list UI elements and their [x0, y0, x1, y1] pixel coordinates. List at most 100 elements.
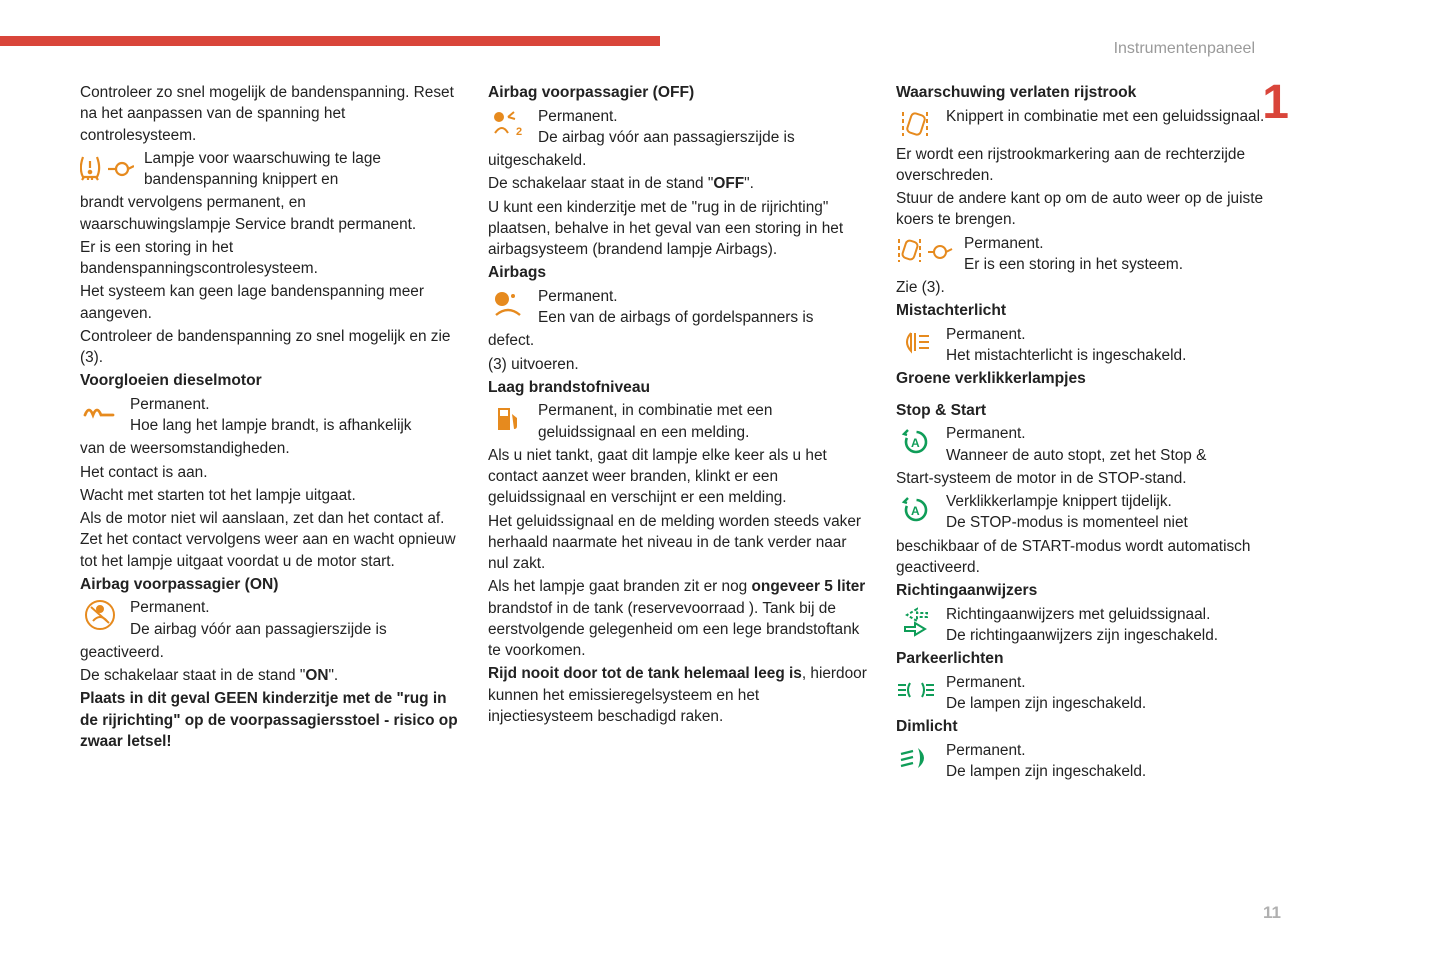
airbag-off-icon: 2	[488, 106, 528, 142]
fog-permanent: Permanent.	[946, 326, 1026, 343]
fuel-row: Permanent, in combinatie met een geluids…	[488, 400, 868, 443]
turn-text2: De richtingaanwijzers zijn ingeschakeld.	[946, 627, 1218, 644]
text-fragment: De schakelaar staat in de stand "	[80, 667, 305, 684]
turn-text1: Richtingaanwijzers met geluidssignaal.	[946, 606, 1210, 623]
airbag-on-warning: Plaats in dit geval GEEN kinderzitje met…	[80, 688, 460, 752]
tyre-pressure-row: Lampje voor waarschuwing te lage bandens…	[80, 148, 460, 191]
body-text: Controleer zo snel mogelijk de bandenspa…	[80, 82, 460, 146]
dim-heading: Dimlicht	[896, 716, 1276, 738]
stop-start-icon: A	[896, 423, 936, 459]
text-bold: OFF	[713, 175, 744, 192]
body-text: Er is een storing in het bandenspannings…	[80, 237, 460, 280]
lane-fault-row: Permanent. Er is een storing in het syst…	[896, 233, 1276, 276]
body-text: Zie (3).	[896, 277, 1276, 298]
ss-heading: Stop & Start	[896, 400, 1276, 422]
lane-fault-icon	[896, 233, 954, 269]
dim-row: Permanent. De lampen zijn ingeschakeld.	[896, 740, 1276, 783]
rear-fog-icon	[896, 324, 936, 360]
airbag-off-heading: Airbag voorpassagier (OFF)	[488, 82, 868, 104]
park-row: Permanent. De lampen zijn ingeschakeld.	[896, 672, 1276, 715]
stop-start-flash-icon: A	[896, 491, 936, 527]
airbag-icon	[488, 286, 528, 322]
header-bar	[0, 36, 660, 46]
body-text: Het systeem kan geen lage bandenspanning…	[80, 281, 460, 324]
lane-text: Knippert in combinatie met een geluidssi…	[946, 106, 1276, 127]
diesel-permanent: Permanent.	[130, 396, 210, 413]
text-bold: Plaats in dit geval GEEN kinderzitje met…	[80, 690, 458, 750]
fog-text: Het mistachterlicht is ingeschakeld.	[946, 347, 1186, 364]
park-heading: Parkeerlichten	[896, 648, 1276, 670]
diesel-row: Permanent. Hoe lang het lampje brandt, i…	[80, 394, 460, 437]
column-2: Airbag voorpassagier (OFF) 2 Permanent. …	[488, 82, 868, 784]
airbags-text: Een van de airbags of gordelspanners is	[538, 309, 814, 326]
fog-heading: Mistachterlicht	[896, 300, 1276, 322]
diesel-text: Hoe lang het lampje brandt, is afhankeli…	[130, 417, 411, 434]
body-text: De schakelaar staat in de stand "OFF".	[488, 173, 868, 194]
svg-text:2: 2	[516, 126, 522, 138]
body-text: Als het lampje gaat branden zit er nog o…	[488, 576, 868, 661]
text-fragment: ".	[744, 175, 754, 192]
svg-text:A: A	[911, 504, 920, 518]
body-text: Als de motor niet wil aanslaan, zet dan …	[80, 508, 460, 572]
body-text: uitgeschakeld.	[488, 150, 868, 171]
body-text: defect.	[488, 330, 868, 351]
ss-permanent: Permanent.	[946, 425, 1026, 442]
turn-signal-icon	[896, 604, 936, 640]
lane-permanent: Permanent.	[964, 235, 1044, 252]
turn-row: Richtingaanwijzers met geluidssignaal. D…	[896, 604, 1276, 647]
text-fragment: brandstof in de tank (reservevoorraad ).…	[488, 600, 859, 660]
diesel-preheat-icon	[80, 394, 120, 430]
airbag-off-permanent: Permanent.	[538, 108, 618, 125]
body-text: Rijd nooit door tot de tank helemaal lee…	[488, 663, 868, 727]
text-fragment: Als het lampje gaat branden zit er nog	[488, 578, 752, 595]
body-text: Er wordt een rijstrookmarkering aan de r…	[896, 144, 1276, 187]
body-text: Wacht met starten tot het lampje uitgaat…	[80, 485, 460, 506]
text-fragment: ".	[328, 667, 338, 684]
body-text: Als u niet tankt, gaat dit lampje elke k…	[488, 445, 868, 509]
fuel-icon	[488, 400, 528, 436]
ss-flash: Verklikkerlampje knippert tijdelijk.	[946, 493, 1172, 510]
body-text: geactiveerd.	[80, 642, 460, 663]
airbags-row: Permanent. Een van de airbags of gordels…	[488, 286, 868, 329]
diesel-heading: Voorgloeien dieselmotor	[80, 370, 460, 392]
body-text: Stuur de andere kant op om de auto weer …	[896, 188, 1276, 231]
column-3: Waarschuwing verlaten rijstrook Knippert…	[896, 82, 1276, 784]
airbag-on-permanent: Permanent.	[130, 599, 210, 616]
body-text: De schakelaar staat in de stand "ON".	[80, 665, 460, 686]
park-permanent: Permanent.	[946, 674, 1026, 691]
section-label: Instrumentenpaneel	[1114, 40, 1255, 58]
lane-departure-icon	[896, 106, 936, 142]
green-heading: Groene verklikkerlampjes	[896, 368, 1276, 390]
content-columns: Controleer zo snel mogelijk de bandenspa…	[80, 82, 1276, 784]
turn-heading: Richtingaanwijzers	[896, 580, 1276, 602]
text-bold: ongeveer 5 liter	[752, 578, 866, 595]
body-text: Het contact is aan.	[80, 462, 460, 483]
airbag-off-text: De airbag vóór aan passagierszijde is	[538, 129, 795, 146]
airbag-on-heading: Airbag voorpassagier (ON)	[80, 574, 460, 596]
fuel-permanent: Permanent, in combinatie met een geluids…	[538, 400, 868, 443]
page-number: 11	[1263, 903, 1281, 923]
airbag-on-icon	[80, 597, 120, 633]
tyre-pressure-text: Lampje voor waarschuwing te lage bandens…	[144, 148, 460, 191]
body-text: van de weersomstandigheden.	[80, 438, 460, 459]
dipped-beam-icon	[896, 740, 936, 776]
fog-row: Permanent. Het mistachterlicht is ingesc…	[896, 324, 1276, 367]
ss-row1: A Permanent. Wanneer de auto stopt, zet …	[896, 423, 1276, 466]
lane-heading: Waarschuwing verlaten rijstrook	[896, 82, 1276, 104]
body-text: beschikbaar of de START-modus wordt auto…	[896, 536, 1276, 579]
airbag-off-row: 2 Permanent. De airbag vóór aan passagie…	[488, 106, 868, 149]
body-text: Controleer de bandenspanning zo snel mog…	[80, 326, 460, 369]
body-text: brandt vervolgens permanent, en waarschu…	[80, 192, 460, 235]
column-1: Controleer zo snel mogelijk de bandenspa…	[80, 82, 460, 784]
body-text: U kunt een kinderzitje met de "rug in de…	[488, 197, 868, 261]
ss-text: Wanneer de auto stopt, zet het Stop &	[946, 447, 1206, 464]
dim-text: De lampen zijn ingeschakeld.	[946, 763, 1146, 780]
airbags-permanent: Permanent.	[538, 288, 618, 305]
svg-text:A: A	[911, 436, 920, 450]
airbag-on-row: Permanent. De airbag vóór aan passagiers…	[80, 597, 460, 640]
tyre-pressure-icon	[80, 148, 134, 184]
lane-fault-text: Er is een storing in het systeem.	[964, 256, 1183, 273]
fuel-heading: Laag brandstofniveau	[488, 377, 868, 399]
dim-permanent: Permanent.	[946, 742, 1026, 759]
lane-row: Knippert in combinatie met een geluidssi…	[896, 106, 1276, 142]
